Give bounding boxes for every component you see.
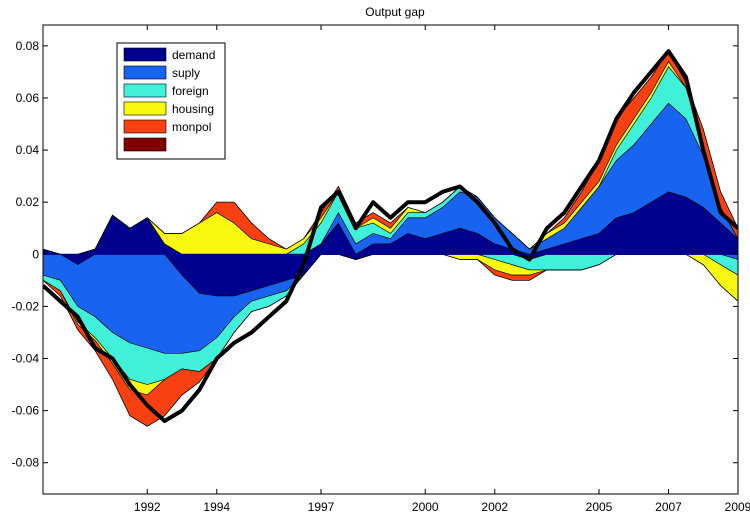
legend-label: foreign [172,84,209,98]
legend-label: housing [172,102,214,116]
y-tick-label: -0.08 [12,456,40,470]
x-axis: 1992 1994 1997 2000 2002 2005 2007 2009 [134,25,750,514]
chart-title: Output gap [365,5,425,19]
x-tick-label: 1997 [308,500,335,514]
x-tick-label: 1994 [203,500,230,514]
y-tick-label: -0.04 [12,352,40,366]
total-line-group [43,49,738,423]
area-series-6-positive [43,50,738,255]
legend-swatch [123,83,167,98]
legend-label: demand [172,48,215,62]
x-tick-label: 2002 [481,500,508,514]
legend-swatch [123,119,167,134]
legend-swatch [123,47,167,62]
y-tick-label: -0.06 [12,404,40,418]
x-tick-label: 2000 [412,500,439,514]
y-tick-label: 0.06 [16,91,40,105]
y-tick-label: 0.08 [16,39,40,53]
legend-swatch [123,137,167,152]
x-tick-label: 2009 [725,500,750,514]
area-suply-negative [43,254,738,354]
y-tick-label: 0.04 [16,143,40,157]
legend-label: suply [172,66,200,80]
legend-swatch [123,65,167,80]
x-tick-label: 1992 [134,500,161,514]
legend-swatch [123,101,167,116]
y-axis: -0.08 -0.06 -0.04 -0.02 0 0.02 0.04 0.06 0.08 [12,39,738,470]
y-tick-label: 0 [32,247,39,261]
y-tick-label: -0.02 [12,299,40,313]
legend: demand suply foreign housing monpol [116,42,226,160]
x-tick-label: 2005 [586,500,613,514]
stacked-areas [43,50,738,427]
plot-frame [42,24,739,495]
x-tick-label: 2007 [655,500,682,514]
total-output-gap-line [43,49,738,423]
legend-label: monpol [172,120,211,134]
y-tick-label: 0.02 [16,195,40,209]
area-series-6-negative [43,254,738,427]
